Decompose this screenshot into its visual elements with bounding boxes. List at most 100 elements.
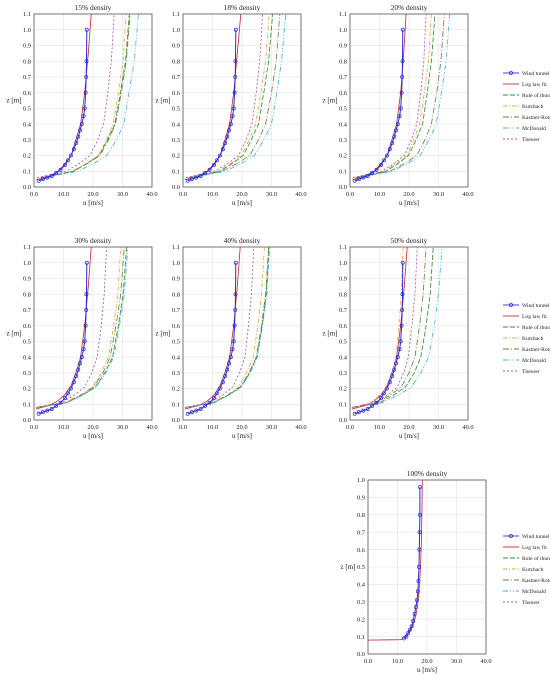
- data-point: [394, 128, 398, 133]
- series-group: [352, 14, 451, 183]
- y-tick-label: 0.6: [172, 323, 180, 330]
- series-line-theurer: [351, 247, 418, 408]
- x-axis-label: u [m/s]: [232, 199, 252, 207]
- y-tick-label: 0.7: [339, 307, 348, 314]
- data-point: [65, 391, 70, 396]
- data-point: [352, 178, 357, 183]
- y-tick-label: 1.0: [23, 260, 31, 267]
- data-point: [417, 485, 422, 489]
- series-line-mcdonald: [44, 14, 139, 178]
- legend-label: Wind tunnel: [522, 303, 550, 309]
- series-group: [184, 14, 287, 183]
- y-tick-label: 1.1: [339, 244, 347, 251]
- x-tick-label: 40.0: [480, 658, 491, 665]
- data-point: [203, 170, 208, 175]
- data-point: [395, 355, 400, 360]
- data-point: [400, 74, 405, 79]
- legend: Wind tunnel Log law fit Rule of thumb Kutzb…: [503, 303, 550, 375]
- legend-label: McDonald: [522, 589, 546, 595]
- y-tick-label: 1.0: [339, 260, 347, 267]
- y-tick-label: 0.6: [172, 90, 180, 97]
- y-tick-label: 1.0: [172, 27, 180, 34]
- data-point: [84, 27, 89, 32]
- legend: Wind tunnel Log law fit Rule of thumb Kutzb…: [503, 534, 550, 606]
- y-tick-label: 0.3: [23, 137, 31, 144]
- data-point: [415, 598, 419, 603]
- y-tick-label: 0.1: [339, 168, 347, 175]
- x-axis-label: u [m/s]: [417, 666, 437, 674]
- x-tick-label: 40.0: [462, 424, 473, 431]
- panel-title: 15% density: [75, 3, 112, 12]
- y-tick-label: 0.9: [23, 43, 31, 50]
- y-tick-label: 0.7: [23, 307, 32, 314]
- series-line-wind-tunnel: [38, 262, 88, 415]
- series-line-rule-of-thumb: [188, 14, 274, 178]
- data-point: [214, 158, 219, 163]
- series-line-theurer: [185, 14, 263, 178]
- data-point: [78, 128, 82, 133]
- data-point: [233, 260, 238, 265]
- data-point: [395, 122, 400, 127]
- panel-title: 40% density: [224, 236, 261, 245]
- x-tick-label: 40.0: [295, 191, 306, 198]
- y-tick-label: 0.2: [172, 153, 180, 160]
- y-tick-label: 0.2: [357, 616, 365, 623]
- y-tick-label: 0.5: [339, 106, 347, 113]
- series-line-rule-of-thumb: [42, 14, 130, 178]
- y-tick-label: 0.7: [172, 74, 181, 81]
- data-point: [212, 163, 216, 167]
- data-point: [220, 380, 225, 385]
- y-axis-label: z [m]: [156, 330, 171, 338]
- data-point: [63, 396, 67, 400]
- data-point: [356, 410, 361, 415]
- panel-title: 50% density: [391, 236, 428, 245]
- y-tick-label: 0.7: [357, 529, 366, 536]
- data-point: [79, 122, 84, 127]
- data-point: [74, 141, 79, 145]
- panel-1: 0.0 10.0 20.0 30.0 40.0 0.0 0.1 0.2 0.3 0.4 0.5 0.6…: [7, 3, 158, 207]
- data-point: [231, 106, 236, 111]
- plot-frame: [367, 479, 487, 655]
- legend-label: Kastner-Rotach: [522, 115, 550, 121]
- data-point: [54, 403, 59, 408]
- y-tick-label: 0.8: [172, 58, 180, 65]
- y-tick-label: 0.7: [23, 74, 32, 81]
- series-group: [184, 247, 271, 416]
- y-tick-label: 0.1: [357, 634, 365, 641]
- y-tick-label: 0.3: [339, 370, 347, 377]
- x-tick-label: 0.0: [30, 191, 38, 198]
- series-line-kutzbach: [354, 14, 432, 178]
- y-tick-label: 1.0: [23, 27, 31, 34]
- series-line-mcdonald: [37, 247, 129, 408]
- data-point: [374, 400, 379, 405]
- y-axis-label: z [m]: [156, 97, 171, 105]
- data-point: [45, 408, 50, 413]
- data-point: [233, 27, 238, 32]
- x-tick-label: 30.0: [266, 424, 277, 431]
- data-point: [36, 411, 41, 416]
- legend-label: Kastner-Rotach: [522, 578, 550, 584]
- data-point: [74, 374, 79, 378]
- legend-label: Theurer: [522, 600, 540, 606]
- data-point: [68, 386, 73, 391]
- data-point: [194, 175, 199, 180]
- y-tick-label: 0.5: [23, 106, 31, 113]
- x-tick-label: 30.0: [433, 424, 444, 431]
- y-tick-label: 0.8: [23, 291, 31, 298]
- data-point: [356, 177, 361, 182]
- data-point: [400, 27, 405, 32]
- y-tick-label: 0.1: [23, 168, 31, 175]
- data-point: [58, 167, 63, 172]
- y-tick-label: 0.0: [339, 417, 347, 424]
- data-point: [217, 386, 222, 391]
- x-tick-label: 10.0: [207, 424, 218, 431]
- x-tick-label: 30.0: [451, 658, 462, 665]
- data-point: [78, 361, 82, 366]
- y-tick-label: 0.9: [172, 276, 180, 283]
- x-tick-label: 40.0: [295, 424, 306, 431]
- data-point: [40, 410, 45, 415]
- data-point: [185, 411, 190, 416]
- x-tick-label: 10.0: [207, 191, 218, 198]
- data-point: [233, 59, 238, 64]
- data-point: [76, 367, 81, 372]
